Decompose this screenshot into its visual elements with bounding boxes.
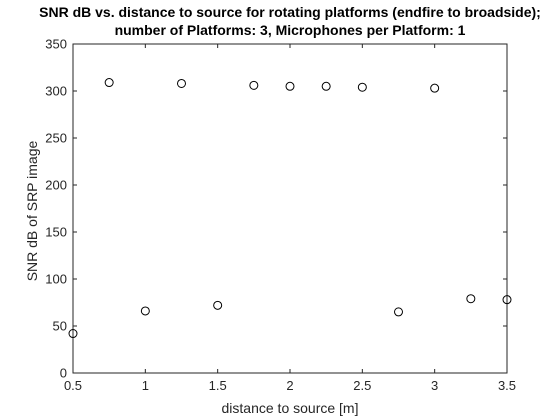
y-axis-label: SNR dB of SRP image [24,141,40,282]
x-axis-label: distance to source [m] [222,400,359,416]
data-point [321,81,331,91]
y-tick-label: 150 [45,225,67,240]
x-tick-label: 1 [142,378,149,393]
x-tick-label: 2.5 [353,378,371,393]
data-point [285,81,295,91]
chart-title-line-2: number of Platforms: 3, Microphones per … [115,22,466,38]
data-point [502,295,512,305]
x-tick-label: 0.5 [64,378,82,393]
data-point [249,80,259,90]
x-tick-label: 3 [431,378,438,393]
data-point [68,329,78,339]
x-tick-label: 3.5 [498,378,516,393]
data-point [104,78,114,88]
data-point [430,83,440,93]
axes-box [72,43,508,374]
y-tick-label: 200 [45,178,67,193]
y-tick-label: 50 [53,319,67,334]
y-tick-label: 350 [45,37,67,52]
plot-area: 0.5 1 1.5 2 2.5 3 3.5 0 50 100 150 200 250 300 350 [45,37,516,394]
data-point [140,306,150,316]
data-point [394,307,403,317]
y-tick-label: 250 [45,131,67,146]
data-point [357,82,367,92]
data-point [466,294,476,304]
x-tick-label: 2 [286,378,293,393]
y-tick-label: 300 [45,84,67,99]
y-tick-label: 100 [45,272,67,287]
chart-title-line-1: SNR dB vs. distance to source for rotati… [39,4,541,20]
data-point [177,78,186,88]
y-tick-label: 0 [60,366,67,381]
x-tick-label: 1.5 [209,378,227,393]
data-point [213,300,223,310]
